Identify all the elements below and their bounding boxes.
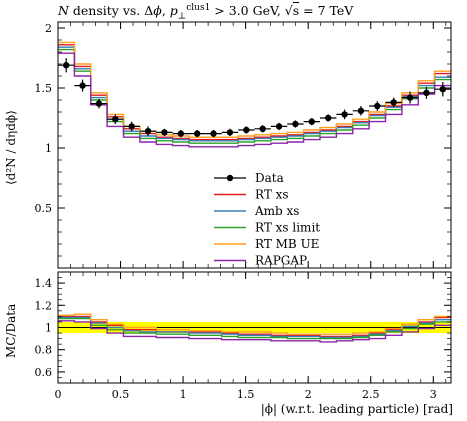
data-point bbox=[177, 130, 185, 137]
ratio-series-rt-xs-limit bbox=[58, 317, 451, 340]
data-point bbox=[439, 86, 447, 93]
ratio-series-rt-mb-ue bbox=[58, 313, 451, 335]
data-point bbox=[112, 116, 119, 123]
main-plot-panel: 0.5 1 1.5 2 Data RT xs Amb xs RT xs limit RT MB … bbox=[35, 21, 452, 269]
main-plot-frame bbox=[57, 21, 452, 269]
legend-label: RT xs bbox=[255, 188, 289, 202]
data-point bbox=[210, 130, 217, 137]
ratio-series-rapgap bbox=[58, 320, 451, 343]
data-point bbox=[324, 114, 332, 122]
data-point bbox=[357, 107, 365, 115]
legend: Data RT xs Amb xs RT xs limit RT MB UE RAPGAP bbox=[214, 171, 320, 268]
legend-label: Amb xs bbox=[254, 204, 299, 218]
ratio-x-tick-label: 1.5 bbox=[237, 388, 255, 401]
main-series-rt-mb-ue bbox=[58, 41, 451, 138]
ratio-y-tick-label: 0.6 bbox=[35, 366, 53, 379]
ratio-y-tick-label: 1.4 bbox=[35, 277, 53, 290]
legend-label: RT MB UE bbox=[255, 237, 319, 251]
main-y-tick-label: 0.5 bbox=[35, 202, 53, 215]
data-point bbox=[95, 100, 103, 107]
data-point bbox=[161, 129, 168, 136]
data-point bbox=[62, 61, 70, 69]
x-axis-label: |ϕ| (w.r.t. leading particle) [rad] bbox=[260, 402, 453, 416]
data-point bbox=[390, 99, 397, 106]
ratio-y-tick-label: 1.2 bbox=[35, 299, 53, 312]
ratio-x-tick-label: 1 bbox=[180, 388, 187, 401]
data-point bbox=[406, 94, 414, 101]
data-point bbox=[259, 125, 266, 132]
main-series-rapgap bbox=[58, 52, 451, 148]
data-point bbox=[128, 123, 135, 130]
legend-label: RT xs limit bbox=[255, 221, 320, 235]
ratio-x-tick-label: 2.5 bbox=[362, 388, 380, 401]
main-y-tick-label: 1.5 bbox=[35, 82, 53, 95]
data-point bbox=[226, 129, 234, 136]
ratio-plot-panel: 0.6 0.8 1 1.2 1.4 0 0.5 1 1.5 2 2.5 3 bbox=[35, 271, 452, 401]
data-point bbox=[193, 130, 201, 137]
ratio-x-tick-label: 2 bbox=[305, 388, 312, 401]
data-point bbox=[79, 82, 86, 89]
main-series-rt-xs bbox=[58, 44, 451, 141]
data-point bbox=[292, 120, 299, 128]
data-point bbox=[275, 123, 283, 130]
legend-label: RAPGAP bbox=[255, 254, 307, 268]
ratio-y-tick-label: 0.8 bbox=[35, 344, 53, 357]
data-point bbox=[341, 111, 348, 118]
ratio-x-tick-label: 0 bbox=[55, 388, 62, 401]
legend-label: Data bbox=[255, 171, 284, 185]
data-point bbox=[423, 89, 430, 97]
chart-title: N density vs. Δϕ, p⊥clus1 > 3.0 GeV, √s … bbox=[58, 3, 354, 22]
data-point bbox=[144, 128, 152, 135]
main-y-tick-label: 2 bbox=[45, 22, 52, 35]
legend-marker-data-point bbox=[226, 174, 234, 182]
ratio-x-tick-label: 0.5 bbox=[112, 388, 130, 401]
data-point bbox=[308, 118, 316, 125]
data-point bbox=[243, 126, 250, 134]
data-point bbox=[374, 102, 381, 110]
ratio-y-tick-label: 1 bbox=[45, 322, 52, 335]
main-y-tick-label: 1 bbox=[45, 142, 52, 155]
ratio-x-tick-label: 3 bbox=[430, 388, 437, 401]
